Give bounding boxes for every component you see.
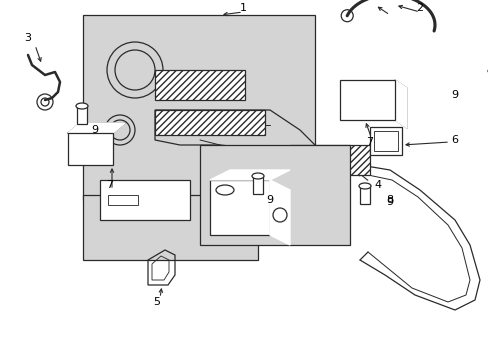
Bar (83, 15, 314, 200)
Polygon shape (68, 123, 125, 133)
Bar (77, 106, 87, 124)
Bar (289, 145, 369, 175)
Bar (339, 80, 394, 120)
Bar (359, 186, 369, 204)
Bar (200, 145, 349, 245)
Ellipse shape (216, 185, 234, 195)
Ellipse shape (251, 173, 264, 179)
Bar (83, 195, 258, 260)
Bar (68, 133, 113, 165)
Bar (369, 127, 401, 155)
Polygon shape (209, 170, 289, 180)
Polygon shape (394, 80, 406, 128)
Text: 5: 5 (153, 297, 160, 307)
Bar (100, 180, 190, 220)
Text: 4: 4 (374, 180, 381, 190)
Bar (155, 110, 264, 135)
Text: 6: 6 (450, 135, 458, 145)
Text: 7: 7 (366, 137, 373, 147)
Text: 7: 7 (106, 180, 113, 190)
Ellipse shape (76, 103, 88, 109)
Bar (252, 176, 263, 194)
Bar (373, 131, 397, 151)
Bar (108, 195, 138, 205)
Text: 9: 9 (91, 125, 99, 135)
Text: 3: 3 (24, 33, 31, 43)
Text: 9: 9 (450, 90, 458, 100)
Text: 2: 2 (416, 3, 423, 13)
Bar (155, 70, 244, 100)
Bar (209, 180, 269, 235)
Ellipse shape (358, 183, 370, 189)
Ellipse shape (487, 68, 488, 74)
Text: 9: 9 (386, 197, 393, 207)
Text: 8: 8 (386, 195, 393, 205)
Text: 1: 1 (239, 3, 246, 13)
Polygon shape (269, 180, 289, 245)
Text: 9: 9 (266, 195, 273, 205)
